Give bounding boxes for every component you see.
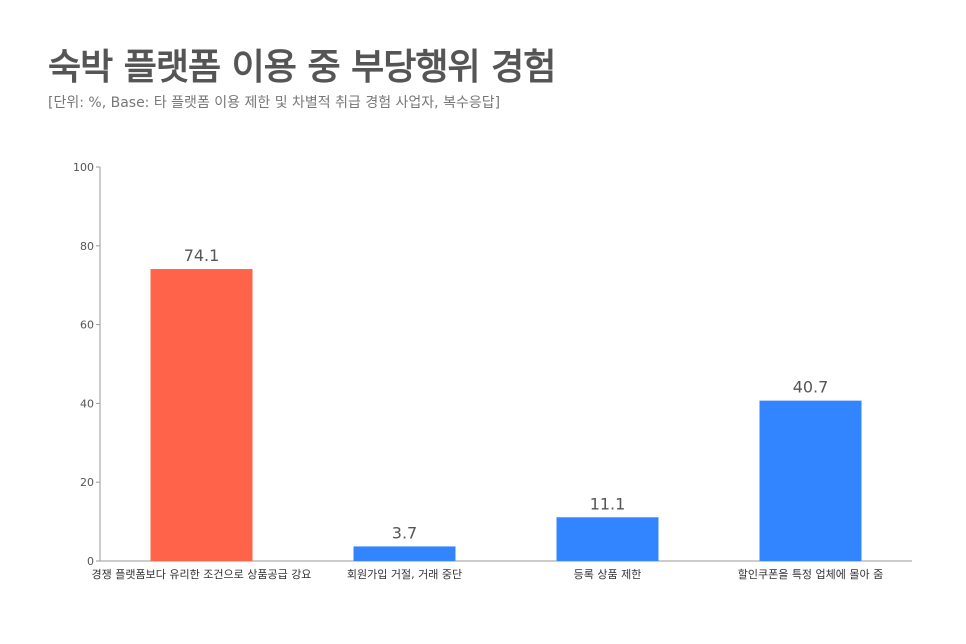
category-label: 경쟁 플랫폼보다 유리한 조건으로 상품공급 강요 xyxy=(92,568,312,581)
bar xyxy=(556,517,659,561)
y-tick-label: 60 xyxy=(80,319,94,332)
y-tick-label: 20 xyxy=(80,476,94,489)
y-axis: 0 20 40 60 80 100 xyxy=(73,161,101,568)
data-label: 3.7 xyxy=(392,523,417,542)
page-subtitle: [단위: %, Base: 타 플랫폼 이용 제한 및 차별적 취급 경험 사업… xyxy=(48,95,501,111)
data-label: 11.1 xyxy=(590,494,626,513)
category-label: 할인쿠폰을 특정 업체에 몰아 줌 xyxy=(738,568,884,581)
data-label: 74.1 xyxy=(184,246,220,265)
data-label: 40.7 xyxy=(793,378,829,397)
y-tick-label: 40 xyxy=(80,397,94,410)
bar xyxy=(150,269,253,561)
bars xyxy=(150,269,862,561)
y-tick-label: 0 xyxy=(87,555,94,568)
page-title: 숙박 플랫폼 이용 중 부당행위 경험 xyxy=(48,47,556,88)
category-label: 등록 상품 제한 xyxy=(574,568,642,581)
bar xyxy=(353,546,456,561)
bar xyxy=(759,400,862,561)
y-tick-label: 80 xyxy=(80,240,94,253)
category-labels: 경쟁 플랫폼보다 유리한 조건으로 상품공급 강요 회원가입 거절, 거래 중단 등… xyxy=(92,568,884,581)
data-labels: 74.1 3.7 11.1 40.7 xyxy=(184,246,829,542)
y-tick-label: 100 xyxy=(73,161,94,174)
category-label: 회원가입 거절, 거래 중단 xyxy=(347,568,462,581)
